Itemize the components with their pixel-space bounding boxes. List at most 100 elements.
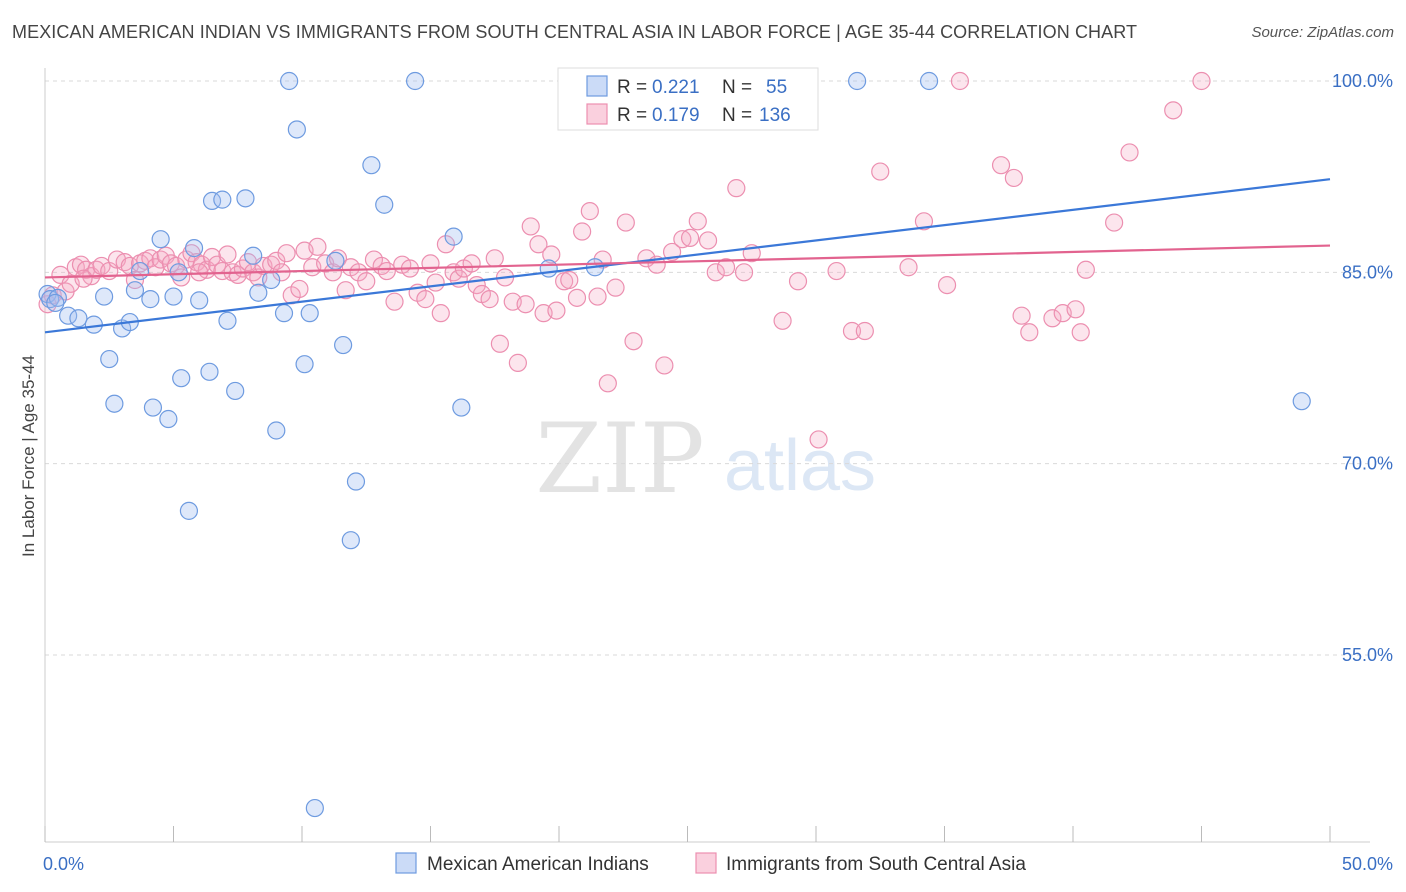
blue-point (69, 309, 88, 328)
bottom-legend-label-pink: Immigrants from South Central Asia (726, 854, 1026, 875)
y-tick-label-85: 85.0% (1342, 262, 1393, 282)
pink-point (1071, 323, 1090, 342)
pink-point (727, 179, 746, 198)
pink-point (855, 321, 874, 341)
pink-point (485, 249, 504, 268)
blue-point (130, 261, 150, 281)
pink-point (1164, 101, 1183, 120)
pink-point (462, 254, 481, 273)
data-points (38, 71, 1311, 818)
pink-point (277, 244, 296, 263)
blue-point (848, 71, 867, 91)
y-tick-label-55: 55.0% (1342, 645, 1393, 665)
blue-point (452, 398, 471, 417)
pink-point (950, 71, 970, 91)
pink-point (136, 251, 155, 270)
pink-point (673, 230, 692, 249)
pink-point (914, 212, 934, 231)
legend-r-label-pink: R = (617, 105, 647, 126)
blue-point (143, 398, 163, 417)
pink-point (698, 231, 718, 250)
pink-point (1066, 300, 1085, 319)
pink-point (51, 265, 70, 284)
pink-point (1020, 323, 1039, 342)
x-tick-label-min: 0.0% (43, 854, 84, 874)
watermark-zip: ZIP (535, 403, 704, 515)
bottom-legend: Mexican American Indians Immigrants from… (395, 852, 1026, 875)
legend-swatch-blue (586, 75, 608, 97)
blue-point (190, 291, 209, 310)
bottom-legend-label-blue: Mexican American Indians (427, 854, 649, 875)
pink-point (624, 332, 643, 351)
pink-point (190, 263, 209, 282)
blue-point (362, 156, 381, 175)
blue-point (84, 315, 103, 334)
blue-point (326, 251, 345, 270)
legend-n-value-pink: 136 (759, 105, 791, 126)
blue-point (1292, 392, 1311, 411)
blue-point (334, 335, 353, 355)
blue-point (179, 501, 199, 520)
pink-point (436, 235, 456, 254)
legend-swatch-pink (586, 103, 608, 125)
pink-point (598, 374, 617, 393)
bottom-legend-swatch-pink (695, 852, 717, 874)
pink-point (357, 272, 376, 291)
pink-point (74, 269, 93, 288)
pink-point (937, 275, 957, 295)
pink-point (773, 311, 792, 330)
blue-point (172, 369, 191, 388)
pink-point (38, 295, 57, 314)
pink-point (573, 222, 592, 241)
pink-point (680, 228, 700, 247)
blue-point (244, 246, 263, 265)
pink-point (508, 353, 527, 372)
legend-n-label-pink: N = (722, 105, 752, 126)
pink-point (130, 254, 150, 273)
pink-point (328, 249, 348, 268)
pink-point (606, 278, 625, 297)
gridlines (45, 80, 1370, 656)
blue-point (46, 293, 65, 313)
pink-point (688, 212, 707, 231)
pink-point (416, 290, 435, 309)
pink-point (431, 304, 450, 323)
pink-point (267, 251, 286, 270)
pink-point (182, 244, 201, 263)
pink-point (1043, 309, 1062, 328)
pink-point (734, 263, 754, 282)
blue-point (405, 71, 425, 91)
y-tick-label-70: 70.0% (1342, 454, 1393, 474)
pink-point (899, 258, 918, 277)
trend-line-blue (44, 178, 1331, 334)
legend-r-label-blue: R = (617, 77, 647, 98)
pink-point (991, 156, 1011, 175)
pink-point (421, 254, 440, 273)
blue-point (444, 227, 463, 246)
pink-point (580, 202, 599, 221)
pink-point (588, 287, 607, 306)
pink-point (842, 321, 862, 341)
blue-point (346, 472, 366, 491)
blue-point (141, 290, 160, 309)
pink-point (871, 162, 890, 181)
blue-point (100, 349, 119, 369)
blue-point (287, 120, 306, 139)
pink-point (377, 261, 396, 281)
pink-point (480, 290, 499, 309)
blue-point (274, 304, 294, 323)
pink-point (490, 334, 509, 353)
blue-point (200, 362, 219, 381)
blue-point (539, 259, 558, 278)
chart-title: MEXICAN AMERICAN INDIAN VS IMMIGRANTS FR… (12, 22, 1138, 42)
pink-point (529, 235, 548, 254)
pink-point (655, 356, 674, 375)
pink-point (323, 263, 342, 282)
legend-n-label-blue: N = (722, 77, 752, 98)
legend-r-value-blue: 0.221 (652, 77, 700, 98)
pink-point (516, 295, 535, 314)
blue-point (236, 189, 255, 208)
pink-point (567, 288, 587, 307)
pink-point (547, 301, 566, 320)
pink-point (521, 217, 540, 236)
